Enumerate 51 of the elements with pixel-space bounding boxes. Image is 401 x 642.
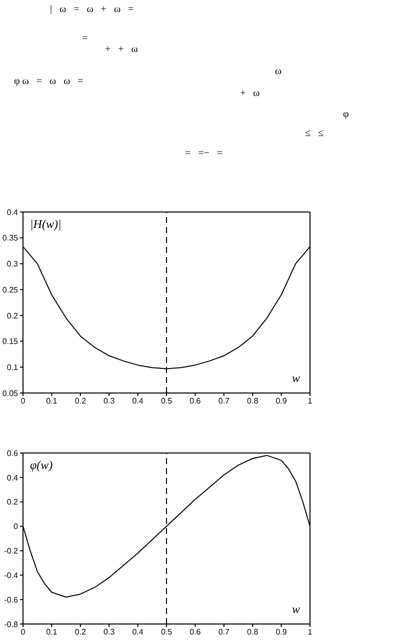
y-axis-title: φ(w): [30, 458, 53, 473]
x-tick-label: 0.2: [74, 628, 87, 637]
x-tick-label: 1: [308, 628, 313, 637]
y-tick-label: 0.2: [6, 498, 19, 507]
text: ≤ ≤: [305, 128, 324, 139]
x-tick-label: 0.9: [276, 628, 288, 637]
x-tick-label: 0.2: [74, 396, 87, 406]
x-tick-label: 0.1: [46, 396, 58, 406]
x-tick-label: 0.6: [190, 396, 202, 406]
x-tick-label: 0.4: [132, 628, 144, 637]
x-tick-label: 0.5: [160, 628, 173, 637]
x-tick-label: 0.4: [132, 396, 144, 406]
y-tick-label: 0.2: [6, 311, 19, 320]
x-tick-label: 0.5: [160, 396, 173, 406]
text: φ: [343, 109, 349, 120]
y-tick-label: 0: [14, 522, 19, 532]
x-tick-label: 0.6: [190, 628, 202, 637]
x-tick-label: 0.3: [104, 628, 116, 637]
x-tick-label: 0: [20, 396, 26, 406]
x-tick-label: 0.8: [247, 396, 259, 406]
text: | ω = ω + ω =: [50, 4, 134, 15]
y-tick-label: -0.2: [4, 546, 19, 556]
x-tick-label: 1: [308, 396, 313, 406]
x-tick-label: 0.7: [218, 628, 230, 637]
text: φ ω = ω ω =: [14, 76, 84, 87]
y-tick-label: 0.4: [6, 473, 19, 482]
y-axis-title: |H(w)|: [30, 217, 62, 232]
x-tick-label: 0.3: [104, 396, 116, 406]
y-tick-label: -0.6: [4, 595, 19, 604]
text: + ω: [240, 88, 260, 99]
text: =: [82, 33, 88, 44]
y-tick-label: -0.4: [4, 570, 19, 580]
text: = =− =: [185, 148, 223, 159]
y-tick-label: 0.4: [6, 208, 19, 217]
x-tick-label: 0: [20, 628, 26, 637]
y-tick-label: 0.3: [6, 260, 19, 269]
y-tick-label: 0.25: [2, 285, 19, 294]
text: + + ω: [105, 44, 138, 55]
y-tick-label: 0.1: [6, 362, 19, 372]
y-tick-label: 0.05: [2, 388, 19, 398]
x-tick-label: 0.7: [218, 396, 230, 406]
y-tick-label: -0.8: [4, 620, 19, 629]
x-tick-label: 0.9: [276, 396, 288, 406]
x-tick-label: 0.1: [46, 628, 58, 637]
x-axis-title: w: [292, 371, 300, 386]
y-tick-label: 0.15: [2, 337, 19, 346]
x-tick-label: 0.8: [247, 628, 259, 637]
text: ω: [275, 66, 282, 77]
y-tick-label: 0.6: [6, 448, 19, 458]
x-axis-title: w: [292, 602, 300, 617]
y-tick-label: 0.35: [2, 234, 19, 243]
